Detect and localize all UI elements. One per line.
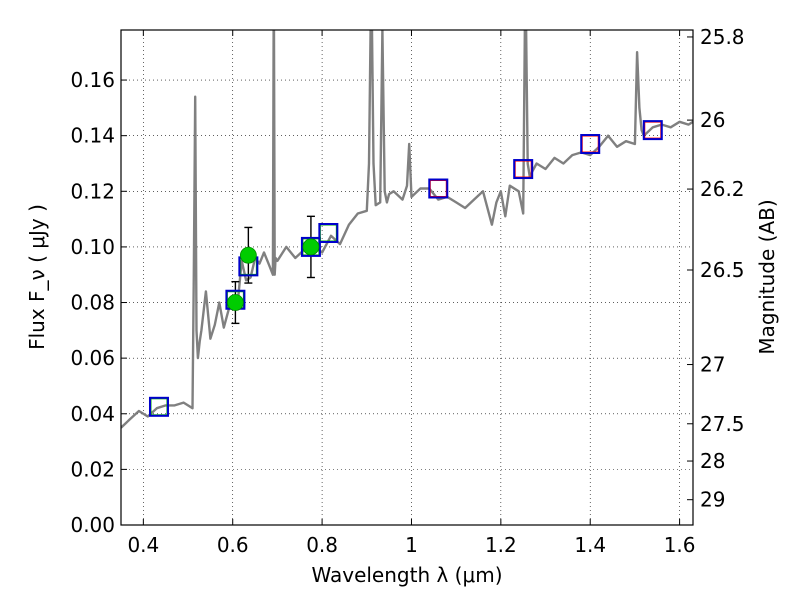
- y-tick-label: 0.06: [70, 346, 115, 370]
- right-tick-label: 28: [700, 449, 725, 473]
- x-tick-label: 0.4: [127, 533, 159, 557]
- x-axis-title: Wavelength λ (μm): [311, 563, 502, 587]
- y-right-axis-title: Magnitude (AB): [755, 199, 779, 354]
- right-tick-label: 25.8: [700, 25, 745, 49]
- y-tick-label: 0.14: [70, 124, 115, 148]
- right-tick-label: 29: [700, 488, 725, 512]
- x-tick-label: 1.2: [485, 533, 517, 557]
- x-tick-label: 0.8: [306, 533, 338, 557]
- plot-background: [121, 30, 693, 525]
- model-square: [300, 236, 321, 257]
- model-square: [148, 396, 169, 417]
- spectrum-line: [121, 30, 693, 429]
- observed-point: [239, 246, 257, 264]
- observed-point: [226, 294, 244, 311]
- right-tick-label: 26: [700, 108, 725, 132]
- model-square: [580, 134, 601, 155]
- model-square: [513, 159, 534, 180]
- x-tick-label: 1.4: [574, 533, 606, 557]
- right-tick-label: 26.2: [700, 177, 745, 201]
- right-tick-label: 26.5: [700, 258, 745, 282]
- right-tick-label: 27.5: [700, 412, 745, 436]
- x-tick-label: 1: [405, 533, 418, 557]
- model-square: [428, 178, 449, 199]
- y-axis-title: Flux F_ν ( μJy ): [25, 204, 49, 350]
- model-square: [318, 223, 339, 244]
- observed-point: [302, 238, 320, 256]
- axis-ticks: 0.4 0.6 0.8 1 1.2 1.4 1.6 0.00 0.02 0.04 0.06 0.08 0…: [70, 25, 744, 557]
- y-tick-label: 0.00: [70, 513, 115, 537]
- y-tick-label: 0.12: [70, 179, 115, 203]
- plot-area: [121, 30, 693, 429]
- model-square: [642, 120, 663, 141]
- y-tick-label: 0.10: [70, 235, 115, 259]
- x-tick-label: 1.6: [664, 533, 696, 557]
- y-tick-label: 0.08: [70, 291, 115, 315]
- y-tick-label: 0.16: [70, 68, 115, 92]
- x-tick-label: 0.6: [217, 533, 249, 557]
- y-tick-label: 0.04: [70, 402, 115, 426]
- right-tick-label: 27: [700, 353, 725, 377]
- plot-frame: [120, 29, 694, 526]
- y-tick-label: 0.02: [70, 457, 115, 481]
